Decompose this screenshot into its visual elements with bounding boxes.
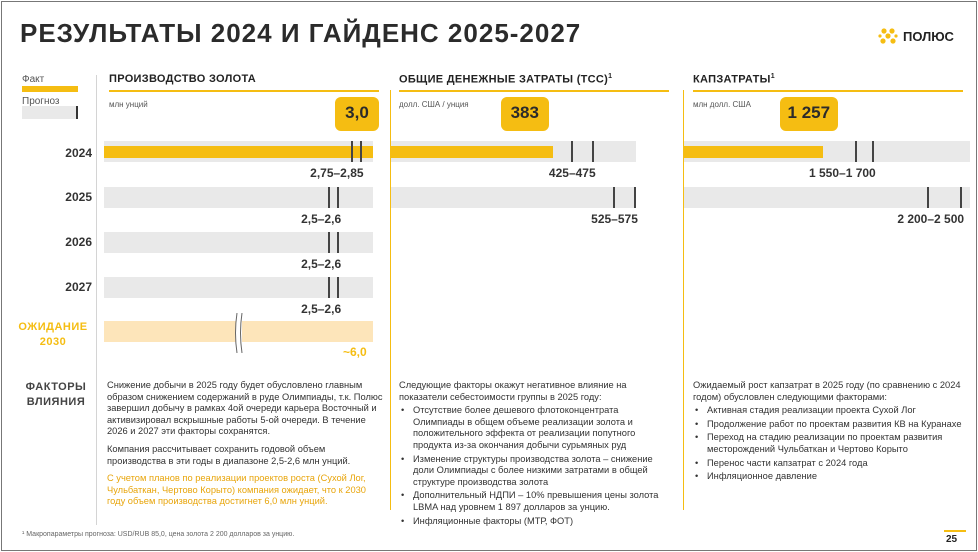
- guidance-high-tick: [960, 187, 963, 208]
- actual-value-badge: 1 257: [779, 97, 838, 131]
- forecast-bar: [684, 187, 970, 208]
- capex-panel-title: КАПЗАТРАТЫ1: [693, 73, 775, 86]
- guidance-high-tick: [871, 141, 874, 162]
- tcc-factors-intro: Следующие факторы окажут негативное влия…: [399, 380, 627, 402]
- factors-heading-line2: ВЛИЯНИЯ: [26, 396, 86, 408]
- guidance-low-tick: [350, 141, 353, 162]
- expectation-label-line2: 2030: [39, 336, 67, 348]
- panel-separator: [683, 90, 684, 510]
- legend-forecast-label: Прогноз: [22, 96, 60, 107]
- guidance-low-tick: [328, 277, 331, 298]
- row-label-2025: 2025: [65, 190, 92, 204]
- guidance-low-tick: [855, 141, 858, 162]
- capex-factor-item: Переход на стадию реализации по проектам…: [693, 432, 965, 455]
- guidance-low-tick: [328, 232, 331, 253]
- gold-factors-text: Снижение добычи в 2025 году будет обусло…: [107, 380, 385, 514]
- guidance-low-tick: [570, 141, 573, 162]
- row-label-2026: 2026: [65, 235, 92, 249]
- gold-factors-paragraph-2: Компания рассчитывает сохранить годовой …: [107, 443, 351, 466]
- company-logo: ПОЛЮС: [878, 26, 954, 46]
- guidance-range-label: 2,5–2,6: [301, 257, 342, 271]
- capex-panel-title-underline: [693, 90, 963, 92]
- panel-separator: [390, 90, 391, 510]
- capex-factor-item: Активная стадия реализации проекта Сухой…: [693, 405, 965, 417]
- capex-factor-item: Перенос части капзатрат с 2024 года: [693, 458, 965, 470]
- expectation-value-label: ~6,0: [343, 345, 367, 359]
- gold-factors-paragraph-3: С учетом планов по реализации проектов р…: [107, 473, 366, 507]
- capex-factors-list: Активная стадия реализации проекта Сухой…: [693, 405, 965, 483]
- tcc-factor-item: Дополнительный НДПИ – 10% превышения цен…: [399, 490, 669, 513]
- guidance-high-tick: [337, 187, 340, 208]
- forecast-bar: [391, 187, 636, 208]
- logo-text: ПОЛЮС: [903, 28, 954, 44]
- slide-title: РЕЗУЛЬТАТЫ 2024 И ГАЙДЕНС 2025-2027: [20, 18, 582, 48]
- forecast-bar: [104, 277, 373, 298]
- guidance-high-tick: [337, 277, 340, 298]
- expectation-label-line1: ОЖИДАНИЕ: [18, 321, 88, 333]
- column-separator: [96, 75, 97, 525]
- capex-unit-label: млн долл. США: [693, 100, 751, 109]
- row-label-2027: 2027: [65, 280, 92, 294]
- factors-heading-line1: ФАКТОРЫ: [25, 381, 87, 393]
- polyus-logo-icon: [878, 28, 898, 44]
- factors-heading: ФАКТОРЫ ВЛИЯНИЯ: [16, 380, 96, 410]
- gold-panel-title: ПРОИЗВОДСТВО ЗОЛОТА: [109, 73, 257, 85]
- tcc-factor-item: Изменение структуры производства золота …: [399, 454, 669, 489]
- row-label-expectation: ОЖИДАНИЕ 2030: [10, 320, 96, 350]
- capex-factors-text: Ожидаемый рост капзатрат в 2025 году (по…: [693, 380, 965, 483]
- actual-bar: [684, 146, 823, 158]
- page-number-accent: [944, 530, 966, 532]
- gold-panel-title-underline: [109, 90, 379, 92]
- actual-value-badge: 3,0: [335, 97, 379, 131]
- actual-bar: [104, 146, 373, 158]
- capex-title-text: КАПЗАТРАТЫ: [693, 73, 771, 86]
- guidance-range-label: 2,5–2,6: [301, 302, 342, 316]
- row-label-2024: 2024: [65, 146, 92, 160]
- actual-value-badge: 383: [500, 97, 549, 131]
- tcc-factor-item: Отсутствие более дешевого флотоконцентра…: [399, 405, 669, 451]
- axis-break-icon: [235, 313, 243, 353]
- legend-forecast-swatch: [22, 106, 78, 119]
- tcc-panel-title-underline: [399, 90, 669, 92]
- footnote: ¹ Макропараметры прогноза: USD/RUB 85,0,…: [22, 531, 295, 538]
- guidance-range-label: 2,75–2,85: [310, 166, 364, 180]
- guidance-low-tick: [328, 187, 331, 208]
- gold-factors-paragraph-1: Снижение добычи в 2025 году будет обусло…: [107, 380, 383, 437]
- guidance-low-tick: [926, 187, 929, 208]
- tcc-factors-list: Отсутствие более дешевого флотоконцентра…: [399, 405, 669, 527]
- tcc-unit-label: долл. США / унция: [399, 100, 469, 109]
- tcc-panel-title: ОБЩИЕ ДЕНЕЖНЫЕ ЗАТРАТЫ (TCC)1: [399, 73, 612, 86]
- guidance-range-label: 2 200–2 500: [897, 212, 965, 226]
- tcc-title-footnote-mark: 1: [608, 73, 613, 80]
- tcc-title-text: ОБЩИЕ ДЕНЕЖНЫЕ ЗАТРАТЫ (TCC): [399, 73, 609, 86]
- capex-factor-item: Продолжение работ по проектам развития К…: [693, 419, 965, 431]
- guidance-range-label: 2,5–2,6: [301, 212, 342, 226]
- guidance-range-label: 425–475: [548, 166, 596, 180]
- guidance-high-tick: [591, 141, 594, 162]
- gold-unit-label: млн унций: [109, 100, 148, 109]
- actual-bar: [391, 146, 553, 158]
- capex-title-footnote-mark: 1: [770, 73, 775, 80]
- tcc-factors-text: Следующие факторы окажут негативное влия…: [399, 380, 669, 527]
- forecast-bar: [104, 232, 373, 253]
- forecast-bar: [104, 187, 373, 208]
- guidance-range-label: 1 550–1 700: [808, 166, 876, 180]
- capex-factors-intro: Ожидаемый рост капзатрат в 2025 году (по…: [693, 380, 961, 402]
- guidance-high-tick: [337, 232, 340, 253]
- tcc-factor-item: Инфляционные факторы (МТР, ФОТ): [399, 516, 669, 528]
- guidance-range-label: 525–575: [591, 212, 638, 226]
- capex-factor-item: Инфляционное давление: [693, 471, 965, 483]
- legend-fact-swatch: [22, 86, 78, 92]
- legend-fact-label: Факт: [22, 74, 45, 85]
- page-number: 25: [946, 534, 958, 545]
- guidance-low-tick: [612, 187, 615, 208]
- guidance-high-tick: [633, 187, 636, 208]
- guidance-high-tick: [359, 141, 362, 162]
